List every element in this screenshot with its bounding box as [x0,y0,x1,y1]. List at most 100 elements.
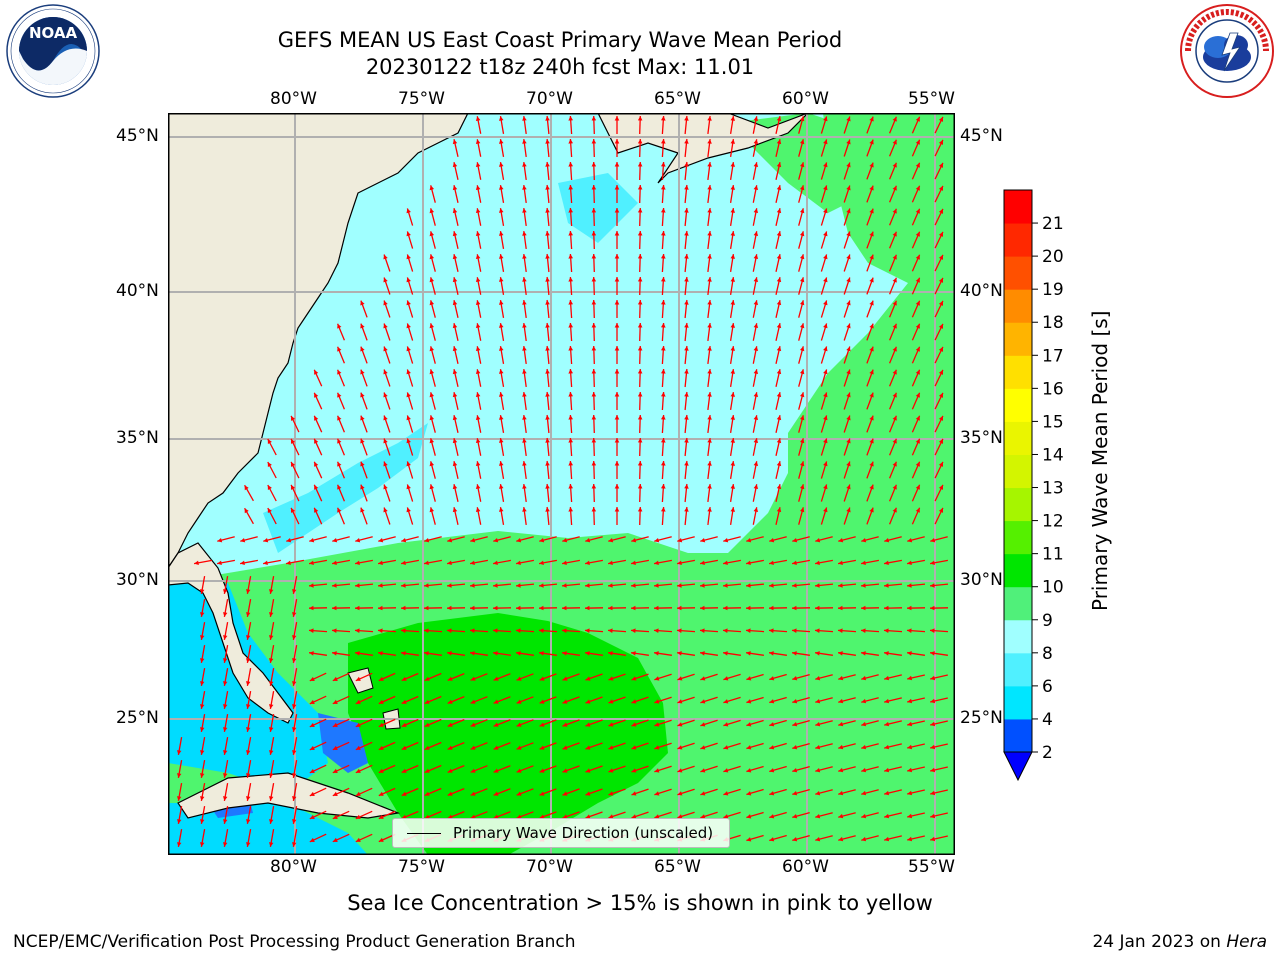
wave-arrow-head [915,438,920,444]
wave-arrow-head [267,439,272,444]
wave-arrow-head [792,745,798,750]
wave-arrow-head [677,605,682,611]
wave-arrow-head [332,768,338,773]
wave-arrow-head [915,254,920,260]
wave-arrow-head [401,676,407,681]
wave-arrow-head [815,583,820,588]
wave-arrow-head [522,507,527,512]
wave-arrow-head [792,538,798,543]
wave-arrow-head [591,438,597,443]
wave-arrow-head [568,162,573,167]
wave-arrow-head [730,507,735,512]
wave-arrow-head [700,651,705,656]
lat-label-right-35n: 35°N [960,428,1003,448]
wave-arrow-head [360,369,365,375]
wave-arrow-head [800,231,805,237]
wave-arrow-head [869,139,874,145]
lat-label-left-25n: 25°N [116,708,159,728]
wave-arrow-head [314,484,319,490]
wave-arrow-head [707,461,712,466]
wave-arrow-head [707,415,712,420]
wave-arrow-head [401,791,407,796]
wave-arrow-head [383,254,388,260]
wave-arrow-head [776,300,782,306]
wave-arrow-head [823,185,828,191]
colorbar-tick-label: 11 [1042,545,1064,565]
colorbar-tick-label: 2 [1042,743,1053,763]
lon-label-bottom-60w: 60°W [782,857,829,877]
wave-arrow-head [846,300,851,306]
wave-period-map [168,113,955,855]
wave-arrow-head [401,538,407,543]
wave-arrow-head [591,415,597,420]
wave-arrow-head [522,185,527,190]
wave-arrow-head [723,538,729,543]
wave-arrow-head [684,116,689,121]
wave-arrow-head [337,507,342,513]
wave-arrow-head [753,392,759,397]
wave-arrow-head [730,277,735,282]
wave-arrow-head [861,744,867,750]
wave-arrow-head [776,323,782,329]
wave-arrow-head [522,346,527,351]
wave-arrow-head [240,538,246,543]
wave-arrow-head [475,323,481,328]
lon-label-bottom-70w: 70°W [526,857,573,877]
wave-arrow-head [267,485,272,490]
wave-arrow-head [892,415,897,421]
wave-arrow-head [314,438,319,444]
wave-arrow-head [223,612,228,617]
wave-arrow-head [723,605,728,611]
wave-arrow-head [591,231,597,236]
wave-arrow-head [200,612,205,617]
colorbar-segment [1004,223,1032,257]
wave-arrow-head [614,415,620,420]
wave-arrow-head [938,346,943,352]
wave-arrow-head [614,346,620,351]
wave-arrow-head [269,727,274,732]
wave-arrow-head [383,507,388,513]
wave-arrow-head [938,392,943,398]
wave-arrow-head [568,208,573,213]
wave-arrow-head [568,254,573,259]
wave-arrow-head [516,628,521,633]
colorbar-tick-label: 20 [1042,247,1064,267]
wave-arrow-head [499,208,504,213]
wave-arrow-head [452,369,458,375]
wave-arrow-head [861,628,866,633]
wave-arrow-head [815,722,821,727]
wave-arrow-head [800,254,805,260]
wave-arrow-head [309,837,315,842]
colorbar-segment [1004,619,1032,654]
wave-arrow-head [884,721,890,727]
wave-arrow-head [383,461,388,467]
wave-arrow-head [545,162,550,167]
wave-arrow-head [516,722,522,727]
wave-arrow-head [815,538,821,543]
wave-arrow-head [800,139,805,145]
wave-arrow-head [562,814,568,819]
colorbar-segment [1004,652,1032,687]
wave-arrow-head [884,560,889,565]
wave-arrow-head [562,560,567,565]
wave-arrow-head [424,745,430,750]
wave-arrow-head [585,768,591,773]
wave-arrow-head [470,768,476,773]
wave-arrow-head [568,369,573,374]
wave-arrow-head [309,628,314,633]
wave-arrow-head [938,323,943,329]
wave-arrow-head [792,722,798,727]
wave-arrow-head [915,162,920,168]
wave-arrow-head [700,676,706,681]
wave-arrow-head [292,727,297,732]
colorbar-segment [1004,685,1032,720]
wave-arrow-head [723,628,728,633]
wave-arrow-head [792,583,797,588]
wave-arrow-head [447,722,453,727]
wave-arrow-head [383,438,388,444]
wave-arrow-head [684,208,689,213]
wave-arrow-head [470,538,476,543]
wave-arrow-head [200,727,205,732]
wave-arrow-head [246,635,251,640]
wave-arrow-head [562,722,568,727]
